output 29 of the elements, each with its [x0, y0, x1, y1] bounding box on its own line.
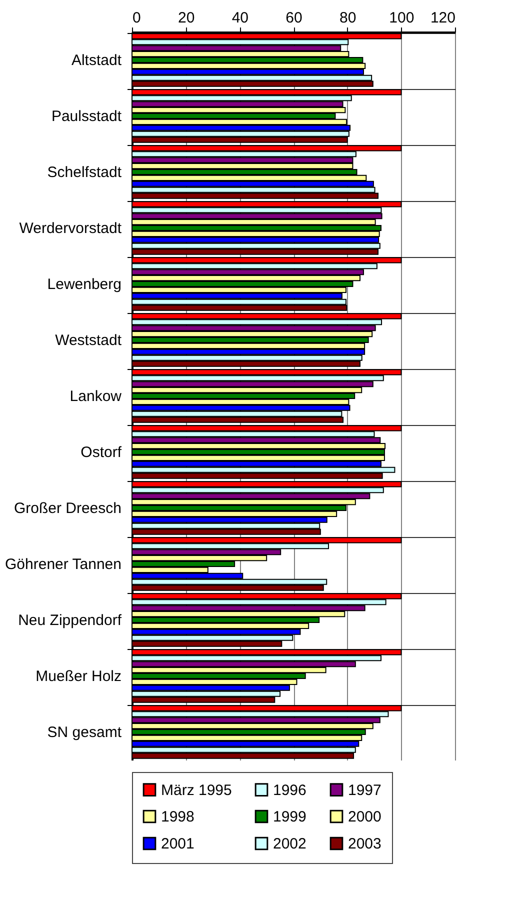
- y-tick-label: Werdervorstadt: [19, 220, 122, 237]
- y-tick-label: SN gesamt: [47, 724, 122, 741]
- y-tick-label: Schelfstadt: [47, 164, 122, 181]
- legend-label: 1998: [161, 808, 194, 826]
- legend-label: 1997: [348, 782, 382, 799]
- y-tick-label: Mueßer Holz: [36, 668, 122, 685]
- legend-label: 2000: [348, 808, 382, 826]
- x-tick-label: 120: [430, 10, 456, 26]
- x-tick-label: 0: [132, 10, 141, 26]
- legend-label: März 1995: [161, 782, 232, 799]
- y-tick-label: Altstadt: [71, 52, 122, 69]
- legend-label: 2003: [348, 836, 382, 852]
- y-tick-label: Lankow: [70, 388, 122, 405]
- legend-label: 1996: [273, 782, 306, 799]
- x-tick-label: 100: [389, 10, 414, 26]
- y-tick-label: Göhrener Tannen: [5, 556, 122, 573]
- y-tick-label: Großer Dreesch: [14, 500, 122, 517]
- y-tick-label: Lewenberg: [47, 276, 122, 293]
- x-tick-label: 40: [232, 10, 249, 26]
- y-tick-label: Paulsstadt: [51, 108, 122, 125]
- y-tick-label: Neu Zippendorf: [18, 612, 122, 629]
- x-tick-label: 60: [286, 10, 302, 26]
- y-tick-label: Ostorf: [80, 444, 122, 461]
- legend-label: 2001: [161, 836, 194, 852]
- legend-label: 1999: [273, 808, 306, 826]
- legend-label: 2002: [273, 836, 306, 852]
- x-tick-label: 80: [339, 10, 356, 26]
- x-tick-label: 20: [178, 10, 195, 26]
- y-tick-label: Weststadt: [55, 332, 122, 349]
